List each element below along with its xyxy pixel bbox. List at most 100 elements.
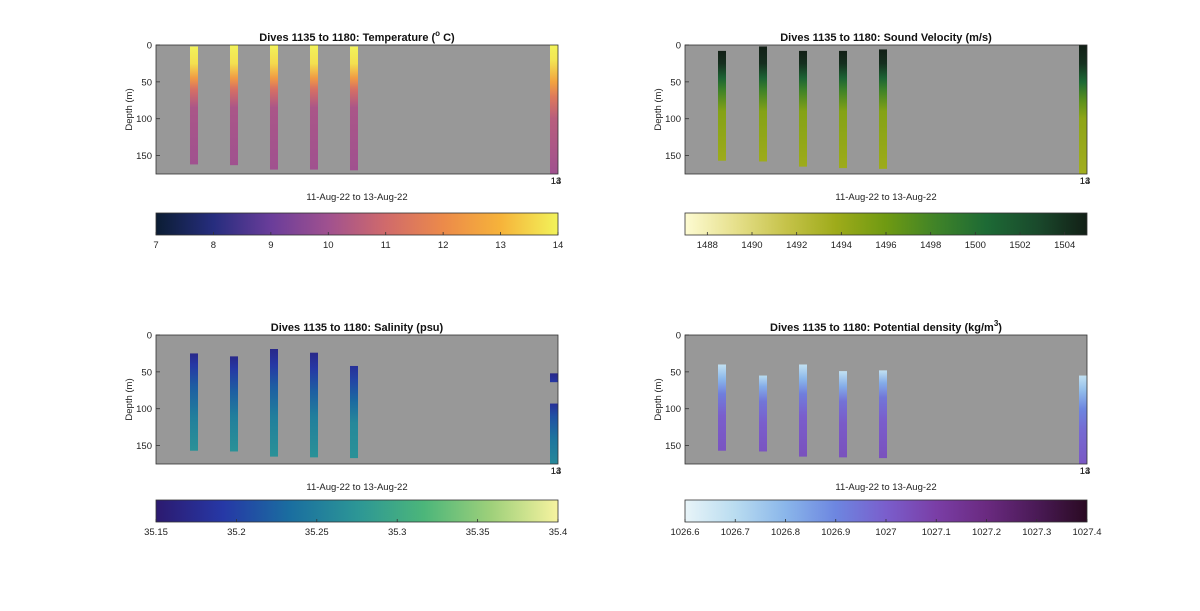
colorbar-tick-label: 1027.4 [1072, 527, 1101, 538]
colorbar-tick-label: 13 [495, 240, 506, 251]
profile-column [718, 364, 726, 451]
colorbar-tick-label: 7 [153, 240, 158, 251]
chart-title: Dives 1135 to 1180: Potential density (k… [770, 319, 1002, 334]
profile-column [310, 45, 318, 170]
profile-column [270, 349, 278, 457]
colorbar-tick-label: 1026.9 [821, 527, 850, 538]
profile-column [759, 46, 767, 162]
profile-column [350, 46, 358, 171]
profile-column [1079, 375, 1087, 464]
colorbar-tick-label: 1494 [831, 240, 852, 251]
profile-column [190, 46, 198, 165]
colorbar-tick-label: 1026.8 [771, 527, 800, 538]
colorbar-tick-label: 1026.7 [721, 527, 750, 538]
colorbar [684, 212, 1088, 236]
axes-frame [684, 44, 1088, 175]
y-tick-label: 100 [136, 114, 152, 125]
chart-title: Dives 1135 to 1180: Salinity (psu) [271, 322, 444, 334]
colorbar-tick-label: 14 [553, 240, 564, 251]
chart-panel-1: Dives 1135 to 1180: Temperature (o C) 0 50… [124, 29, 563, 251]
colorbar-tick-label: 1498 [920, 240, 941, 251]
x-tick-label: 14 [551, 176, 562, 187]
profile-column [799, 364, 807, 457]
y-tick-label: 50 [670, 367, 681, 378]
y-axis-label: Depth (m) [653, 378, 664, 420]
colorbar-tick-label: 1492 [786, 240, 807, 251]
y-axis-label: Depth (m) [653, 88, 664, 130]
profile-column [879, 49, 887, 169]
colorbar-tick-label: 1502 [1009, 240, 1030, 251]
y-tick-label: 0 [676, 41, 681, 52]
profile-column [718, 50, 726, 161]
chart-panel-4: Dives 1135 to 1180: Potential density (k… [653, 319, 1102, 538]
profile-column [550, 403, 558, 464]
colorbar-tick-label: 1027.3 [1022, 527, 1051, 538]
axes-frame [684, 334, 1088, 465]
chart-panel-2: Dives 1135 to 1180: Sound Velocity (m/s)… [653, 32, 1090, 251]
profile-column [270, 45, 278, 170]
y-tick-label: 0 [676, 331, 681, 342]
colorbar-tick-label: 1026.6 [670, 527, 699, 538]
colorbar [155, 499, 559, 523]
x-tick-label: 14 [1080, 176, 1091, 187]
profile-column [230, 356, 238, 452]
y-tick-label: 0 [147, 41, 152, 52]
y-tick-label: 100 [665, 404, 681, 415]
x-tick-label: 13 [551, 176, 562, 187]
colorbar [684, 499, 1088, 523]
chart-panel-3: Dives 1135 to 1180: Salinity (psu) 0 50 100… [124, 322, 567, 538]
colorbar-tick-label: 1027 [875, 527, 896, 538]
profile-column [799, 50, 807, 167]
colorbar-tick-label: 1488 [697, 240, 718, 251]
y-tick-label: 100 [665, 114, 681, 125]
colorbar-tick-label: 1490 [741, 240, 762, 251]
x-axis-label: 11-Aug-22 to 13-Aug-22 [306, 482, 407, 493]
x-axis-label: 11-Aug-22 to 13-Aug-22 [835, 192, 936, 203]
colorbar-tick-label: 1500 [965, 240, 986, 251]
profile-column [879, 370, 887, 459]
colorbar-tick-label: 35.15 [144, 527, 168, 538]
x-tick-label: 13 [1080, 466, 1091, 477]
colorbar [155, 212, 559, 236]
profile-column [839, 50, 847, 169]
colorbar-tick-label: 1027.1 [922, 527, 951, 538]
chart-title: Dives 1135 to 1180: Temperature (o C) [259, 29, 455, 44]
x-axis-label: 11-Aug-22 to 13-Aug-22 [306, 192, 407, 203]
x-axis-label: 11-Aug-22 to 13-Aug-22 [835, 482, 936, 493]
colorbar-tick-label: 1504 [1054, 240, 1075, 251]
colorbar-tick-label: 35.4 [549, 527, 568, 538]
profile-column [759, 375, 767, 452]
y-tick-label: 50 [141, 77, 152, 88]
profile-column [550, 45, 558, 174]
y-tick-label: 50 [141, 367, 152, 378]
y-axis-label: Depth (m) [124, 88, 135, 130]
colorbar-tick-label: 8 [211, 240, 216, 251]
y-tick-label: 150 [665, 441, 681, 452]
colorbar-tick-label: 11 [381, 240, 391, 251]
profile-column [350, 365, 358, 459]
colorbar-tick-label: 9 [268, 240, 273, 251]
colorbar-tick-label: 35.3 [388, 527, 407, 538]
x-tick-label: 14 [1080, 466, 1091, 477]
colorbar-tick-label: 1027.2 [972, 527, 1001, 538]
colorbar-tick-label: 35.2 [227, 527, 246, 538]
profile-column [310, 352, 318, 458]
colorbar-tick-label: 12 [438, 240, 449, 251]
y-tick-label: 50 [670, 77, 681, 88]
y-tick-label: 150 [136, 151, 152, 162]
profile-column [839, 371, 847, 458]
colorbar-tick-label: 35.25 [305, 527, 329, 538]
x-tick-label: 14 [551, 466, 562, 477]
y-tick-label: 100 [136, 404, 152, 415]
chart-title: Dives 1135 to 1180: Sound Velocity (m/s) [780, 32, 992, 44]
colorbar-tick-label: 10 [323, 240, 334, 251]
profile-column [550, 373, 558, 383]
colorbar-tick-label: 35.35 [466, 527, 490, 538]
y-axis-label: Depth (m) [124, 378, 135, 420]
x-tick-label: 13 [551, 466, 562, 477]
axes-frame [155, 44, 559, 175]
x-tick-label: 13 [1080, 176, 1091, 187]
axes-frame [155, 334, 559, 465]
profile-column [1079, 45, 1087, 174]
